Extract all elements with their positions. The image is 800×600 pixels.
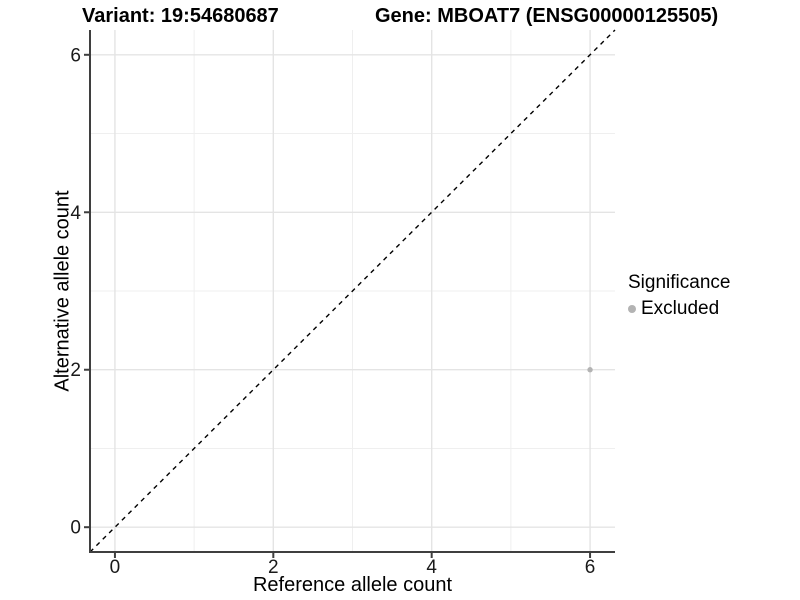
legend-point-icon — [628, 305, 636, 313]
identity-line — [89, 29, 616, 553]
axis-lines — [89, 30, 615, 553]
legend-item-label: Excluded — [641, 298, 720, 319]
x-axis-title: Reference allele count — [252, 574, 452, 596]
plot-title-variant: Variant: 19:54680687 — [82, 5, 279, 27]
x-tick-label: 6 — [585, 557, 596, 578]
x-tick-label: 0 — [110, 557, 121, 578]
y-tick-label: 6 — [70, 45, 81, 66]
gridlines-minor — [90, 30, 615, 552]
y-tick-label: 4 — [70, 203, 81, 224]
legend: Significance Excluded — [628, 272, 730, 320]
y-axis-title: Alternative allele count — [51, 190, 74, 392]
y-tick-label: 2 — [70, 360, 81, 381]
legend-title: Significance — [628, 272, 731, 293]
x-tick-label: 4 — [426, 557, 437, 578]
data-points — [587, 367, 593, 373]
data-point — [587, 367, 593, 373]
axis-tick-labels: 0 2 4 6 0 2 4 6 — [70, 45, 595, 578]
identity-dashed-line — [89, 29, 616, 553]
legend-item-excluded: Excluded — [628, 298, 730, 320]
y-tick-label: 0 — [70, 518, 81, 539]
plot-title-gene: Gene: MBOAT7 (ENSG00000125505) — [375, 5, 719, 27]
x-tick-label: 2 — [268, 557, 279, 578]
gridlines-major — [90, 30, 615, 552]
axis-ticks — [84, 53, 592, 558]
